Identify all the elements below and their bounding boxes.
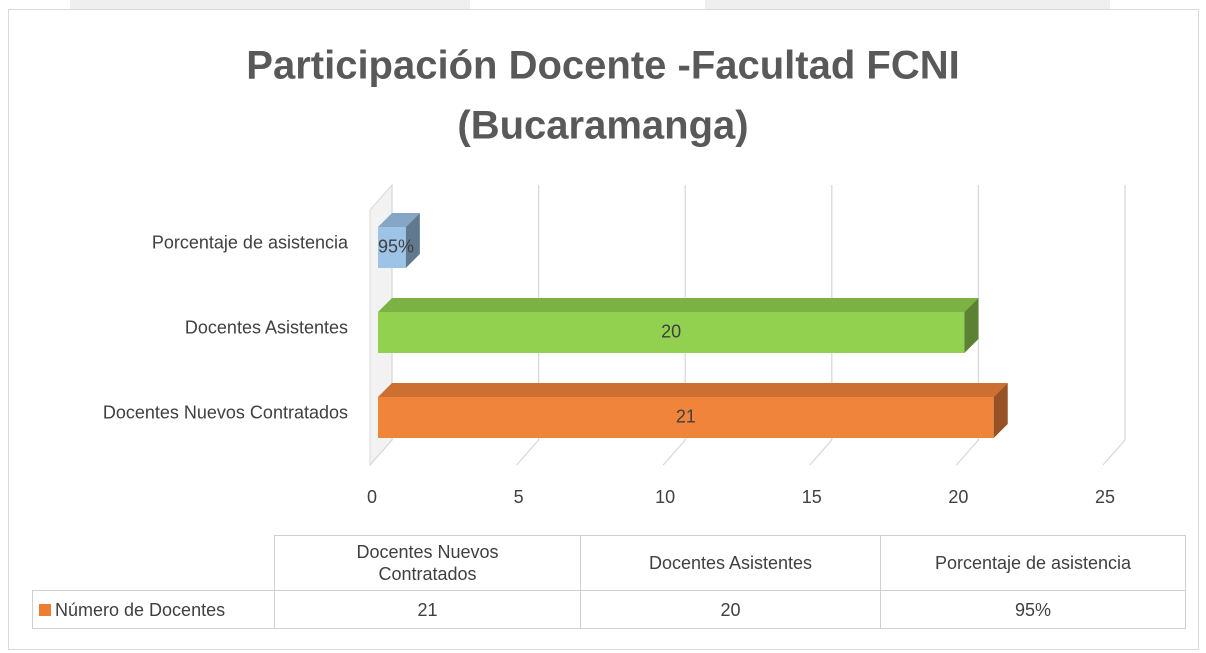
bar-top	[378, 383, 1008, 397]
bar	[378, 227, 406, 268]
legend-swatch	[39, 603, 51, 616]
bar-top	[378, 298, 979, 312]
x-tick-label: 25	[1095, 487, 1115, 507]
bar-top	[378, 213, 420, 227]
bar-side	[993, 383, 1008, 438]
category-label: Docentes Nuevos Contratados	[103, 402, 348, 422]
grid-line	[809, 185, 833, 466]
x-tick-label: 5	[514, 487, 524, 507]
table-header: Docentes Nuevos Contratados	[274, 535, 581, 591]
grid-line	[662, 185, 686, 466]
x-tick-label: 20	[948, 487, 968, 507]
table-cell: 20	[580, 590, 881, 629]
grid-line	[955, 185, 980, 466]
tab	[705, 0, 1110, 9]
x-tick-label: 0	[367, 487, 377, 507]
data-label: 95%	[378, 236, 414, 256]
bar	[378, 397, 994, 438]
bar-side	[405, 213, 420, 268]
x-tick-label: 10	[655, 487, 675, 507]
legend-label: Número de Docentes	[55, 599, 226, 620]
chart-title: (Bucaramanga)	[457, 104, 748, 148]
category-label: Porcentaje de asistencia	[152, 232, 349, 252]
legend-cell: Número de Docentes	[32, 590, 275, 629]
x-tick-label: 15	[802, 487, 822, 507]
bar	[378, 312, 965, 353]
table-cell: 95%	[880, 590, 1186, 629]
grid-line	[369, 185, 393, 466]
category-label: Docentes Asistentes	[185, 317, 348, 337]
data-label: 21	[676, 406, 696, 426]
bar-side	[964, 298, 979, 353]
table-header: Porcentaje de asistencia	[880, 535, 1186, 591]
table-header: Docentes Asistentes	[580, 535, 881, 591]
tab	[70, 0, 470, 9]
table-cell: 21	[274, 590, 581, 629]
grid-line	[516, 185, 540, 466]
data-label: 20	[661, 321, 681, 341]
chart-title: Participación Docente -Facultad FCNI	[246, 44, 959, 88]
grid-line	[1102, 185, 1126, 466]
